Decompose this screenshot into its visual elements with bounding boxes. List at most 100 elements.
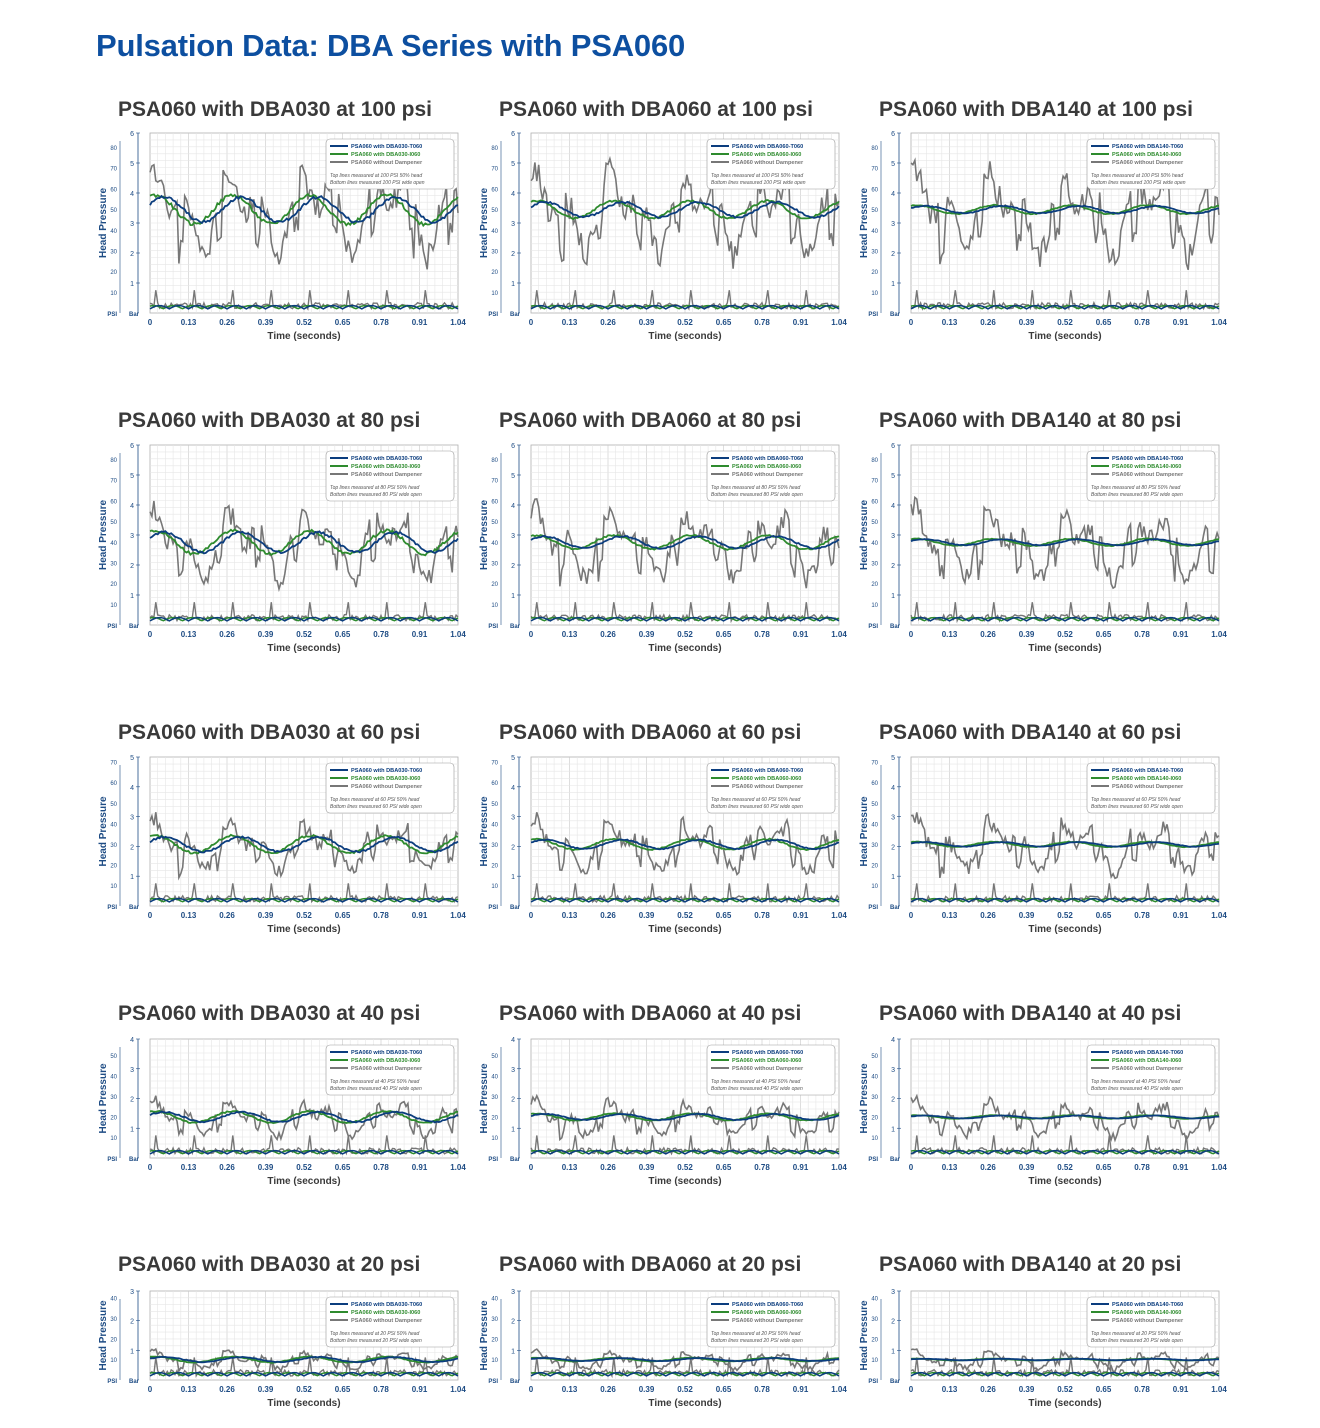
legend-note: Top lines measured at 100 PSI 50% head: [1091, 173, 1183, 179]
psi-tick-label: 70: [110, 167, 117, 173]
psi-tick-label: 40: [110, 1297, 117, 1303]
x-tick-label: 0: [909, 630, 914, 639]
x-tick-label: 0.26: [219, 1163, 235, 1172]
x-tick-label: 0.52: [1057, 318, 1073, 327]
x-axis-label: Time (seconds): [1028, 1398, 1101, 1409]
psi-tick-label: 20: [110, 582, 117, 588]
psi-tick-label: 80: [491, 458, 498, 464]
bar-tick-label: 4: [891, 503, 895, 510]
series-line-bottom: [530, 616, 840, 622]
chart-title: PSA060 with DBA060 at 100 psi: [499, 98, 813, 121]
bar-tick-label: 4: [891, 191, 895, 198]
psi-tick-label: 20: [491, 582, 498, 588]
psi-tick-label: 40: [871, 1074, 878, 1080]
psi-unit-label: PSI: [488, 905, 498, 911]
x-tick-label: 0.91: [1173, 318, 1189, 327]
y-axis-label: Head Pressure: [479, 500, 490, 570]
legend-note: Top lines measured at 60 PSI 50% head: [1091, 797, 1181, 803]
x-tick-label: 0.52: [296, 318, 312, 327]
psi-tick-label: 40: [110, 822, 117, 828]
x-tick-label: 0.26: [600, 1163, 616, 1172]
x-tick-label: 1.04: [450, 630, 466, 639]
legend-entry: PSA060 with DBA140-T060: [1112, 768, 1183, 774]
x-tick-label: 0.65: [716, 1163, 732, 1172]
x-tick-label: 0.13: [562, 630, 578, 639]
legend-box: [1086, 1044, 1216, 1096]
x-axis-label: Time (seconds): [267, 643, 340, 654]
legend-entry: PSA060 with DBA030-T060: [351, 1302, 422, 1308]
chart-title: PSA060 with DBA140 at 100 psi: [879, 98, 1193, 121]
bar-tick-label: 5: [511, 755, 515, 762]
series-line-top: [910, 1348, 1220, 1373]
chart-title: PSA060 with DBA060 at 40 psi: [499, 1002, 802, 1025]
psi-unit-label: PSI: [107, 1379, 117, 1385]
legend-entry: PSA060 without Dampener: [732, 472, 804, 478]
legend-entry: PSA060 without Dampener: [351, 1318, 423, 1324]
bar-tick-label: 1: [130, 593, 134, 600]
y-axis-label: Head Pressure: [479, 796, 490, 866]
pressure-chart: 1 2 3 10 20 30 40 PSI Bar Head Pressure 0 0.13 0.26 0…: [479, 1289, 847, 1409]
series-line-top: [149, 1347, 459, 1374]
psi-tick-label: 50: [491, 1054, 498, 1060]
x-tick-label: 0.39: [1019, 630, 1035, 639]
x-tick-label: 0.65: [1096, 318, 1112, 327]
x-tick-label: 0.13: [562, 1385, 578, 1394]
x-tick-label: 1.04: [1211, 1163, 1227, 1172]
legend-entry: PSA060 without Dampener: [732, 784, 804, 790]
x-tick-label: 0.26: [219, 1385, 235, 1394]
x-tick-label: 0.39: [1019, 318, 1035, 327]
x-tick-label: 0.65: [716, 630, 732, 639]
bar-tick-label: 5: [130, 161, 134, 168]
psi-tick-label: 30: [491, 1095, 498, 1101]
bar-tick-label: 1: [511, 1348, 515, 1355]
legend-entry: PSA060 without Dampener: [351, 472, 423, 478]
bar-tick-label: 6: [891, 131, 895, 138]
x-tick-label: 0.26: [980, 911, 996, 920]
psi-tick-label: 60: [491, 781, 498, 787]
psi-tick-label: 50: [110, 1054, 117, 1060]
series-line-bottom: [530, 1371, 840, 1377]
psi-tick-label: 40: [491, 1074, 498, 1080]
legend-note: Top lines measured at 40 PSI 50% head: [1091, 1079, 1181, 1085]
x-tick-label: 0.13: [562, 318, 578, 327]
psi-tick-label: 80: [110, 146, 117, 152]
x-tick-label: 0.78: [373, 1163, 389, 1172]
pressure-chart: 1 2 3 10 20 30 40 PSI Bar Head Pressure 0 0.13 0.26 0…: [859, 1289, 1227, 1409]
legend-entry: PSA060 with DBA140-T060: [1112, 1302, 1183, 1308]
psi-tick-label: 70: [871, 479, 878, 485]
y-axis-label: Head Pressure: [479, 188, 490, 258]
x-tick-label: 0.39: [639, 630, 655, 639]
y-axis-label: Head Pressure: [98, 188, 109, 258]
series-line-top: [149, 1095, 459, 1142]
x-axis-label: Time (seconds): [648, 924, 721, 935]
x-tick-label: 1.04: [1211, 318, 1227, 327]
legend-entry: PSA060 with DBA030-T060: [351, 768, 422, 774]
series-line-top: [530, 534, 840, 550]
series-line-top: [530, 1356, 840, 1363]
bar-tick-label: 5: [891, 161, 895, 168]
psi-unit-label: PSI: [107, 1157, 117, 1163]
x-tick-label: 0.91: [793, 630, 809, 639]
legend-note: Bottom lines measured 100 PSI wide open: [711, 180, 806, 186]
legend-note: Bottom lines measured 60 PSI wide open: [711, 804, 803, 810]
series-line-bottom: [530, 1149, 840, 1155]
x-tick-label: 0.65: [1096, 1385, 1112, 1394]
x-axis-label: Time (seconds): [648, 1398, 721, 1409]
pressure-chart: 1 2 3 4 5 6 10 20 30 40 50 60 70 80 PSI Bar Head Pressur…: [98, 443, 466, 654]
bar-tick-label: 6: [511, 131, 515, 138]
x-tick-label: 0.13: [942, 318, 958, 327]
psi-tick-label: 30: [871, 1317, 878, 1323]
psi-tick-label: 20: [871, 1338, 878, 1344]
bar-tick-label: 2: [511, 1097, 515, 1104]
legend-entry: PSA060 without Dampener: [1112, 472, 1184, 478]
psi-tick-label: 20: [491, 863, 498, 869]
x-tick-label: 0.91: [1173, 1163, 1189, 1172]
bar-tick-label: 2: [891, 844, 895, 851]
x-tick-label: 0.13: [942, 911, 958, 920]
psi-tick-label: 20: [110, 1338, 117, 1344]
psi-tick-label: 10: [110, 1136, 117, 1142]
x-tick-label: 0.91: [412, 911, 428, 920]
bar-tick-label: 2: [891, 251, 895, 258]
psi-tick-label: 40: [871, 541, 878, 547]
psi-unit-label: PSI: [868, 624, 878, 630]
